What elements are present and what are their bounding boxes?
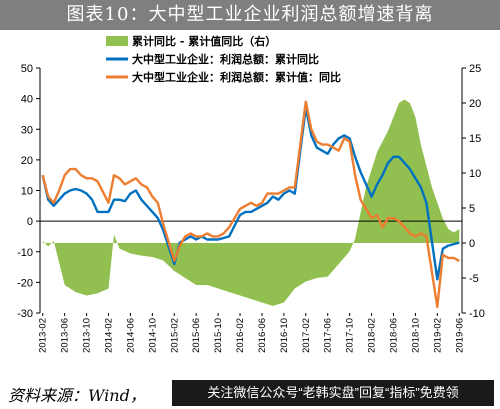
left-tick-label: 50 xyxy=(21,63,33,75)
right-tick-label: 0 xyxy=(469,238,475,250)
right-tick-label: 10 xyxy=(469,168,481,180)
x-tick-label: 2017-06 xyxy=(323,318,334,353)
legend-label-blue: 大中型工业企业：利润总额：累计同比 xyxy=(132,52,319,66)
legend-label-orange: 大中型工业企业：利润总额：累计值：同比 xyxy=(132,70,341,84)
x-tick-label: 2018-02 xyxy=(367,318,378,353)
x-tick-label: 2018-06 xyxy=(388,318,399,353)
x-tick-label: 2013-02 xyxy=(38,318,49,353)
x-tick-label: 2017-10 xyxy=(345,318,356,353)
x-tick-label: 2016-02 xyxy=(235,318,246,353)
left-tick-label: 40 xyxy=(21,94,33,106)
legend-swatch-area xyxy=(106,36,128,46)
right-tick-label: 15 xyxy=(469,133,481,145)
left-tick-label: -20 xyxy=(17,277,33,289)
left-tick-label: -10 xyxy=(17,247,33,259)
x-tick-label: 2015-10 xyxy=(213,318,224,353)
right-tick-label: 25 xyxy=(469,63,481,75)
x-tick-label: 2013-10 xyxy=(82,318,93,353)
x-tick-label: 2019-02 xyxy=(432,318,443,353)
left-tick-label: 30 xyxy=(21,124,33,136)
footer: 资料来源：Wind， 关注微信公众号“老韩实盘”回复“指标”免费领 xyxy=(0,378,500,409)
x-tick-label: 2014-06 xyxy=(125,318,136,353)
line-series-cumulative-value-yoy xyxy=(41,100,460,309)
right-tick-label: -5 xyxy=(469,273,479,285)
x-tick-label: 2016-06 xyxy=(257,318,268,353)
left-tick-label: 0 xyxy=(27,216,33,228)
line-series xyxy=(41,100,460,309)
source-note: 资料来源：Wind， xyxy=(8,386,146,405)
area-diff-right xyxy=(42,99,460,306)
x-tick-label: 2014-02 xyxy=(104,318,115,353)
chart-title: 图表10：大中型工业企业利润总额增速背离 xyxy=(0,0,500,30)
x-tick-label: 2018-10 xyxy=(410,318,421,353)
legend: 累计同比 - 累计值同比（右） 大中型工业企业：利润总额：累计同比 大中型工业企… xyxy=(106,34,341,84)
promo-banner[interactable]: 关注微信公众号“老韩实盘”回复“指标”免费领 xyxy=(172,380,494,406)
x-tick-label: 2019-06 xyxy=(454,318,465,353)
x-tick-label: 2016-10 xyxy=(279,318,290,353)
left-tick-label: -30 xyxy=(17,308,33,320)
x-tick-label: 2015-02 xyxy=(169,318,180,353)
right-tick-label: 5 xyxy=(469,203,475,215)
left-tick-label: 20 xyxy=(21,155,33,167)
x-tick-label: 2017-02 xyxy=(301,318,312,353)
chart-svg: 累计同比 - 累计值同比（右） 大中型工业企业：利润总额：累计同比 大中型工业企… xyxy=(17,34,485,353)
legend-label-area: 累计同比 - 累计值同比（右） xyxy=(132,34,276,48)
left-tick-label: 10 xyxy=(21,186,33,198)
x-tick-label: 2015-06 xyxy=(191,318,202,353)
right-axis-ticks: -10 -5 0 5 10 15 20 25 xyxy=(462,63,485,320)
line-series-cumulative-yoy xyxy=(41,106,460,281)
x-tick-label: 2013-06 xyxy=(60,318,71,353)
x-tick-label: 2014-10 xyxy=(147,318,158,353)
x-axis-ticks: 2013-02 2013-06 2013-10 2014-02 2014-06 2014-… xyxy=(38,313,465,353)
right-tick-label: -10 xyxy=(469,308,485,320)
area-series xyxy=(42,99,460,306)
left-axis-ticks: -30 -20 -10 0 10 20 30 40 50 xyxy=(17,63,40,320)
right-tick-label: 20 xyxy=(469,98,481,110)
